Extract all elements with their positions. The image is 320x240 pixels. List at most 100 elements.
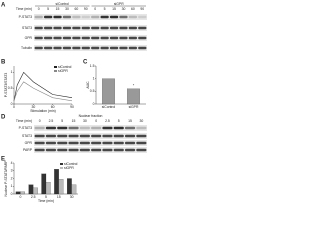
band: [125, 141, 136, 145]
y-tick-label: 1.5: [90, 64, 95, 68]
band: [91, 141, 102, 145]
band: [113, 134, 124, 138]
legend-swatch: [60, 163, 63, 165]
time-tick: 30: [139, 119, 143, 123]
blot-strip: [34, 25, 147, 31]
row-label: STAT3: [22, 26, 32, 30]
band: [53, 15, 62, 19]
band: [44, 36, 53, 40]
band: [138, 36, 147, 40]
row-label: P-STAT3: [19, 15, 33, 19]
row-label: STAT3: [22, 134, 32, 138]
band: [119, 36, 128, 40]
blot-strip: [34, 125, 147, 131]
band: [34, 126, 45, 130]
time-tick: 2.5: [105, 119, 110, 123]
band: [136, 126, 147, 130]
bar: [127, 88, 140, 105]
time-tick: 90: [140, 7, 144, 11]
band: [100, 15, 109, 19]
panel-label: B: [1, 60, 6, 66]
band: [53, 36, 62, 40]
band: [102, 126, 113, 130]
y-tick-label: 0: [11, 102, 13, 106]
panel-label: E: [1, 157, 5, 163]
band: [128, 15, 137, 19]
x-tick-label: siControl: [102, 105, 116, 109]
row-label: PARP: [23, 148, 33, 152]
band: [62, 26, 72, 30]
legend-label: siControl: [64, 162, 78, 166]
blot-title: Nuclear fraction: [79, 114, 103, 118]
band: [68, 148, 79, 152]
legend-label: siGPR: [58, 69, 68, 73]
y-tick-label: 4: [11, 161, 13, 165]
band: [113, 141, 124, 145]
band: [81, 36, 90, 40]
band: [91, 36, 100, 40]
time-tick: 5: [104, 7, 106, 11]
band: [138, 26, 147, 30]
time-tick: 2.5: [49, 119, 54, 123]
legend-swatch: [60, 167, 63, 169]
band: [62, 15, 72, 19]
x-tick-label: 30: [70, 195, 74, 199]
line: [13, 81, 73, 102]
band: [68, 126, 79, 130]
band: [45, 148, 56, 152]
line: [13, 71, 73, 101]
time-tick: 30: [83, 119, 87, 123]
time-tick: 0: [94, 7, 96, 11]
panel-label: D: [1, 115, 6, 121]
x-tick-label: 2.5: [31, 195, 36, 199]
band: [81, 26, 90, 30]
band: [72, 15, 81, 19]
band: [44, 15, 53, 19]
x-tick-label: siGPR: [129, 105, 139, 109]
time-label: Time (min): [16, 119, 32, 123]
bar: [54, 169, 59, 195]
y-tick-label: 1: [93, 77, 95, 81]
y-tick-label: 3: [11, 169, 13, 173]
band: [91, 26, 100, 30]
band: [79, 148, 90, 152]
x-tick-label: 0: [13, 105, 15, 109]
band: [68, 141, 79, 145]
row-label: Tubulin: [21, 46, 32, 50]
legend-swatch: [54, 66, 57, 68]
bar: [45, 182, 51, 195]
band: [125, 126, 136, 130]
band: [81, 15, 90, 19]
band: [45, 126, 56, 130]
band: [81, 46, 90, 50]
y-tick-label: 1: [11, 70, 13, 74]
y-tick-label: 0: [93, 102, 95, 106]
band: [45, 141, 56, 145]
band: [125, 148, 136, 152]
time-tick: 0: [38, 7, 40, 11]
panel-label: C: [83, 60, 88, 66]
band: [44, 46, 53, 50]
blot-strip: [34, 35, 147, 41]
band: [113, 126, 124, 130]
x-tick-label: 60: [51, 105, 55, 109]
bar: [20, 191, 25, 195]
time-tick: 30: [65, 7, 69, 11]
band: [53, 26, 62, 30]
band: [34, 148, 45, 152]
panel-label: A: [1, 3, 6, 9]
time-label: Time (min): [16, 7, 32, 11]
y-axis-label: Nuclear P-STAT3/PARP: [4, 160, 8, 197]
x-axis-label: Time (min): [38, 199, 54, 203]
band: [109, 36, 119, 40]
band: [34, 36, 43, 40]
legend-label: siGPR: [64, 166, 74, 170]
band: [100, 36, 109, 40]
bar: [67, 178, 72, 195]
bar: [15, 191, 21, 195]
band: [57, 126, 68, 130]
band: [91, 126, 102, 130]
band: [57, 134, 68, 138]
band: [72, 36, 81, 40]
